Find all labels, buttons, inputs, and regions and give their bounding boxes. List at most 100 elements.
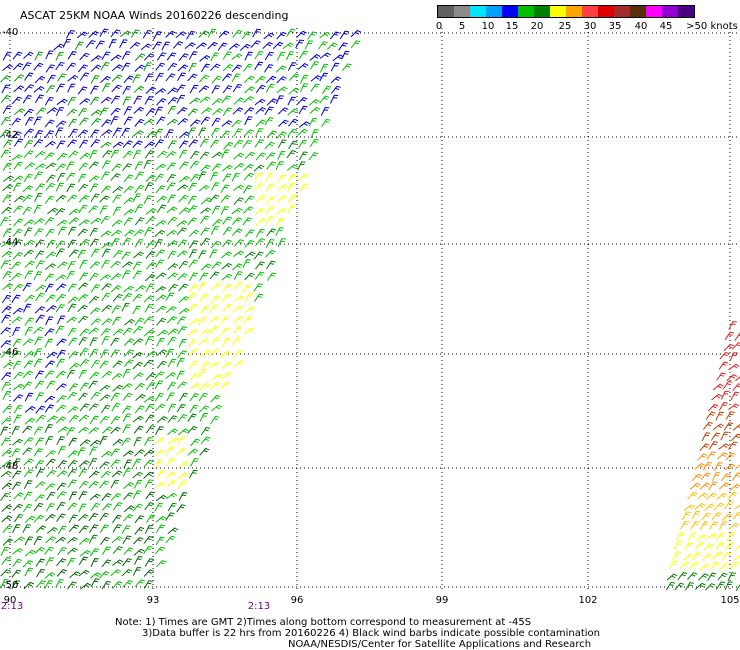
colorbar-swatch bbox=[566, 6, 582, 17]
wind-barb bbox=[155, 62, 166, 71]
lat-label: -44 bbox=[2, 237, 19, 248]
wind-barb bbox=[67, 283, 77, 292]
wind-barb bbox=[67, 327, 77, 337]
wind-barb bbox=[88, 175, 100, 183]
wind-barb bbox=[24, 227, 33, 237]
wind-barb bbox=[178, 149, 188, 159]
wind-barb bbox=[34, 370, 45, 379]
wind-barb bbox=[55, 325, 65, 335]
wind-barb bbox=[210, 415, 220, 425]
wind-barb bbox=[242, 316, 254, 325]
wind-barb bbox=[68, 524, 80, 533]
wind-barb bbox=[298, 139, 308, 149]
wind-barb bbox=[244, 51, 253, 61]
wind-barb bbox=[34, 546, 46, 554]
wind-barb bbox=[729, 352, 738, 362]
wind-barb bbox=[154, 139, 165, 148]
wind-barb bbox=[1, 449, 13, 457]
wind-barb bbox=[134, 184, 145, 194]
wind-barb bbox=[154, 459, 163, 469]
wind-barb bbox=[167, 428, 179, 436]
wind-barb bbox=[145, 425, 156, 434]
wind-barb bbox=[55, 107, 65, 117]
wind-barb bbox=[12, 438, 24, 446]
wind-barb bbox=[78, 569, 90, 577]
wind-barb bbox=[133, 106, 145, 114]
wind-barb bbox=[200, 227, 210, 236]
wind-barb bbox=[55, 536, 67, 544]
wind-barb bbox=[288, 118, 299, 127]
wind-barb bbox=[1, 417, 12, 425]
wind-barb bbox=[212, 219, 223, 227]
wind-barb bbox=[95, 40, 105, 49]
wind-barb bbox=[167, 62, 178, 71]
wind-barb bbox=[56, 482, 67, 491]
wind-barb bbox=[211, 151, 223, 159]
wind-barb bbox=[209, 361, 221, 369]
wind-barb bbox=[723, 343, 735, 352]
wind-barb bbox=[24, 139, 34, 149]
wind-barb bbox=[210, 127, 220, 137]
wind-barb bbox=[168, 283, 179, 292]
wind-barb bbox=[45, 436, 54, 446]
wind-barb bbox=[132, 193, 142, 203]
wind-barb bbox=[154, 106, 163, 116]
wind-barb bbox=[172, 41, 184, 49]
wind-barb bbox=[90, 248, 100, 258]
wind-barb bbox=[188, 249, 198, 259]
wind-barb bbox=[687, 491, 698, 500]
wind-barb bbox=[178, 307, 190, 315]
wind-barb bbox=[78, 183, 88, 192]
wind-barb bbox=[55, 194, 67, 202]
wind-barb bbox=[244, 327, 255, 335]
wind-barb bbox=[177, 428, 189, 436]
wind-barb bbox=[3, 361, 15, 369]
wind-barb bbox=[712, 383, 724, 391]
wind-barb bbox=[78, 537, 90, 545]
wind-barb bbox=[299, 151, 308, 161]
wind-barb bbox=[2, 175, 15, 182]
wind-barb bbox=[133, 548, 145, 556]
wind-barb bbox=[101, 248, 111, 258]
wind-barb bbox=[255, 238, 266, 247]
wind-barb bbox=[700, 472, 711, 481]
wind-barb bbox=[101, 580, 111, 590]
wind-barb bbox=[23, 491, 33, 501]
wind-barb bbox=[144, 274, 156, 282]
wind-barb bbox=[44, 152, 55, 161]
wind-barb bbox=[253, 251, 264, 260]
wind-barb bbox=[111, 84, 122, 93]
colorbar-swatch bbox=[582, 6, 598, 17]
wind-barb bbox=[89, 129, 100, 138]
wind-barb bbox=[90, 391, 101, 400]
wind-barb bbox=[79, 272, 89, 281]
wind-barb bbox=[34, 94, 44, 104]
wind-barb bbox=[2, 405, 13, 414]
wind-barb bbox=[79, 403, 90, 412]
wind-barb bbox=[232, 83, 243, 93]
wind-barb bbox=[222, 337, 231, 347]
wind-barb bbox=[156, 116, 166, 125]
wind-barb bbox=[77, 129, 89, 138]
wind-barb bbox=[90, 96, 100, 105]
wind-barb bbox=[233, 97, 245, 105]
wind-barb bbox=[22, 503, 33, 513]
wind-barb bbox=[673, 540, 683, 550]
wind-barb bbox=[177, 414, 188, 423]
wind-barb bbox=[308, 152, 319, 161]
wind-barb bbox=[11, 294, 21, 303]
wind-barb bbox=[133, 479, 143, 489]
wind-barb bbox=[111, 470, 123, 478]
wind-barb bbox=[715, 542, 726, 551]
wind-barb bbox=[221, 293, 232, 302]
wind-barb bbox=[703, 543, 714, 551]
wind-barb bbox=[676, 532, 685, 541]
wind-barb bbox=[198, 30, 209, 39]
note-line-2: 3)Data buffer is 22 hrs from 20160226 4)… bbox=[142, 628, 600, 639]
wind-barb bbox=[132, 261, 142, 271]
wind-barb bbox=[132, 150, 142, 160]
wind-barb bbox=[24, 116, 34, 126]
wind-barb bbox=[222, 173, 232, 182]
wind-barb bbox=[154, 88, 167, 95]
